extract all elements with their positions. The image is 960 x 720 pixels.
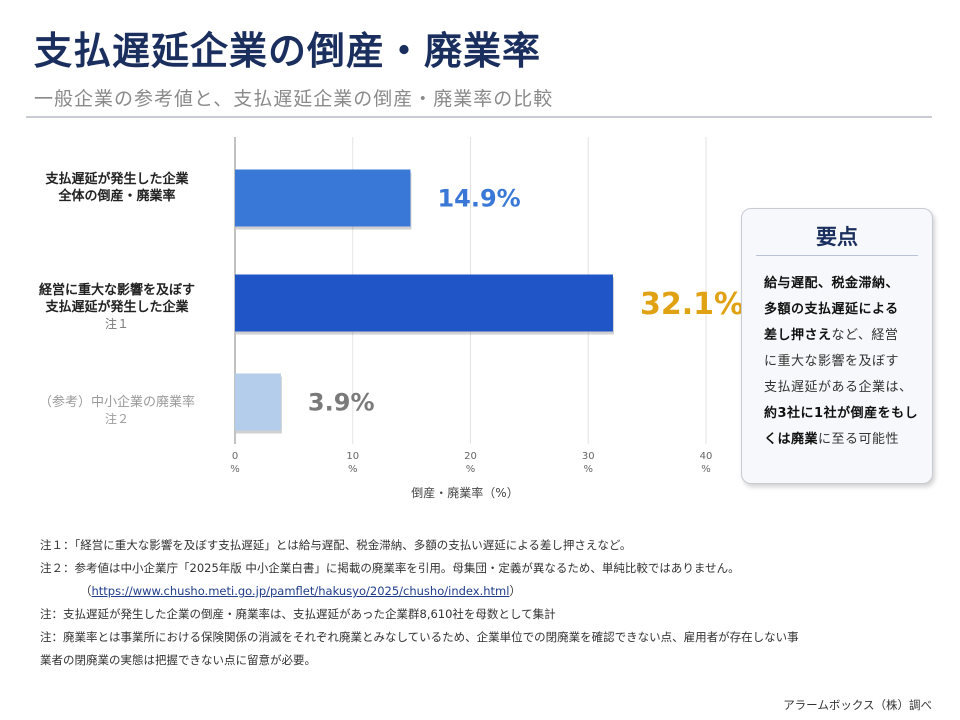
category-label-2-line2: 支払遅延が発生した企業 bbox=[45, 300, 189, 315]
bar-value-label: 14.9% bbox=[437, 185, 520, 213]
card-divider bbox=[756, 255, 918, 256]
card-line-rest: に至る可能性 bbox=[818, 432, 900, 447]
footnote-link-close: ） bbox=[509, 584, 521, 598]
footnote-1: 注１：「経営に重大な影響を及ぼす支払遅延」とは給与遅配、税金滞納、多額の支払い遅… bbox=[40, 538, 632, 552]
card-body: 給与遅配、税金滞納、 多額の支払遅延による 差し押さえなど、経営 に重大な影響を及ぼす… bbox=[764, 271, 924, 453]
card-line-text: 支払遅延がある企業は、 bbox=[764, 380, 913, 395]
category-label-3-note: 注２ bbox=[104, 412, 129, 426]
category-label-2: 経営に重大な影響を及ぼす 支払遅延が発生した企業 注１ bbox=[14, 282, 220, 333]
category-label-3: （参考）中小企業の廃業率 注２ bbox=[14, 394, 220, 428]
card-line: 給与遅配、税金滞納、 bbox=[764, 271, 924, 297]
category-label-2-note: 注１ bbox=[104, 317, 129, 331]
x-tick-unit: % bbox=[583, 464, 593, 475]
x-tick-label: 0 bbox=[232, 451, 238, 462]
x-tick-label: 40 bbox=[700, 451, 713, 462]
key-points-card: 要点 給与遅配、税金滞納、 多額の支払遅延による 差し押さえなど、経営 に重大な影響を… bbox=[741, 208, 933, 484]
source-link[interactable]: https://www.chusho.meti.go.jp/pamflet/ha… bbox=[91, 584, 510, 598]
footnote-4-cont: 業者の閉廃業の実態は把握できない点に留意が必要。 bbox=[40, 653, 316, 667]
card-line-text: くは廃業 bbox=[764, 432, 819, 447]
card-line-text: に重大な影響を及ぼす bbox=[764, 354, 900, 369]
category-label-1-line1: 支払遅延が発生した企業 bbox=[45, 172, 189, 187]
x-tick-unit: % bbox=[230, 464, 240, 475]
card-line: 差し押さえなど、経営 bbox=[764, 323, 924, 349]
bar bbox=[235, 373, 281, 431]
card-line: に重大な影響を及ぼす bbox=[764, 349, 924, 375]
bar bbox=[235, 274, 613, 332]
source-credit: アラームボックス（株）調べ bbox=[783, 698, 932, 712]
card-line-text: 差し押さえ bbox=[764, 328, 832, 343]
x-tick-label: 20 bbox=[464, 451, 477, 462]
x-tick-label: 10 bbox=[346, 451, 359, 462]
x-tick-unit: % bbox=[466, 464, 476, 475]
bar-value-label: 32.1% bbox=[640, 287, 744, 322]
x-axis-label: 倒産・廃業率（%） bbox=[411, 486, 519, 500]
card-line: くは廃業に至る可能性 bbox=[764, 427, 924, 453]
bar bbox=[235, 169, 411, 227]
x-tick-label: 30 bbox=[582, 451, 595, 462]
category-label-3-line1: （参考）中小企業の廃業率 bbox=[38, 395, 195, 410]
x-tick-unit: % bbox=[348, 464, 358, 475]
card-line: 多額の支払遅延による bbox=[764, 297, 924, 323]
card-line: 支払遅延がある企業は、 bbox=[764, 375, 924, 401]
header-divider bbox=[26, 116, 932, 118]
footnote-2: 注２：参考値は中小企業庁「2025年版 中小企業白書」に掲載の廃業率を引用。母集… bbox=[40, 561, 740, 575]
category-label-2-line1: 経営に重大な影響を及ぼす bbox=[38, 283, 195, 298]
category-label-1: 支払遅延が発生した企業 全体の倒産・廃業率 bbox=[14, 171, 220, 205]
footnotes: 注１：「経営に重大な影響を及ぼす支払遅延」とは給与遅配、税金滞納、多額の支払い遅… bbox=[40, 534, 930, 672]
category-label-1-line2: 全体の倒産・廃業率 bbox=[58, 189, 176, 204]
page-title: 支払遅延企業の倒産・廃業率 bbox=[34, 29, 542, 73]
bar-value-label: 3.9% bbox=[308, 389, 375, 417]
footnote-3: 注：支払遅延が発生した企業の倒産・廃業率は、支払遅延があった企業群8,610社を… bbox=[40, 607, 556, 621]
card-line-rest: など、経営 bbox=[831, 328, 899, 343]
x-tick-unit: % bbox=[701, 464, 711, 475]
footnote-link-open: （ bbox=[80, 584, 92, 598]
card-line-text: 約3社に1社が倒産をもし bbox=[764, 406, 919, 421]
footnote-link-line: （https://www.chusho.meti.go.jp/pamflet/h… bbox=[40, 580, 930, 603]
card-title: 要点 bbox=[816, 225, 858, 249]
card-line: 約3社に1社が倒産をもし bbox=[764, 401, 924, 427]
card-line-text: 多額の支払遅延による bbox=[764, 302, 899, 317]
page-subtitle: 一般企業の参考値と、支払遅延企業の倒産・廃業率の比較 bbox=[34, 88, 554, 110]
card-line-text: 給与遅配、税金滞納、 bbox=[764, 276, 900, 291]
footnote-4: 注：廃業率とは事業所における保険関係の消滅をそれぞれ廃業とみなしているため、企業… bbox=[40, 630, 799, 644]
